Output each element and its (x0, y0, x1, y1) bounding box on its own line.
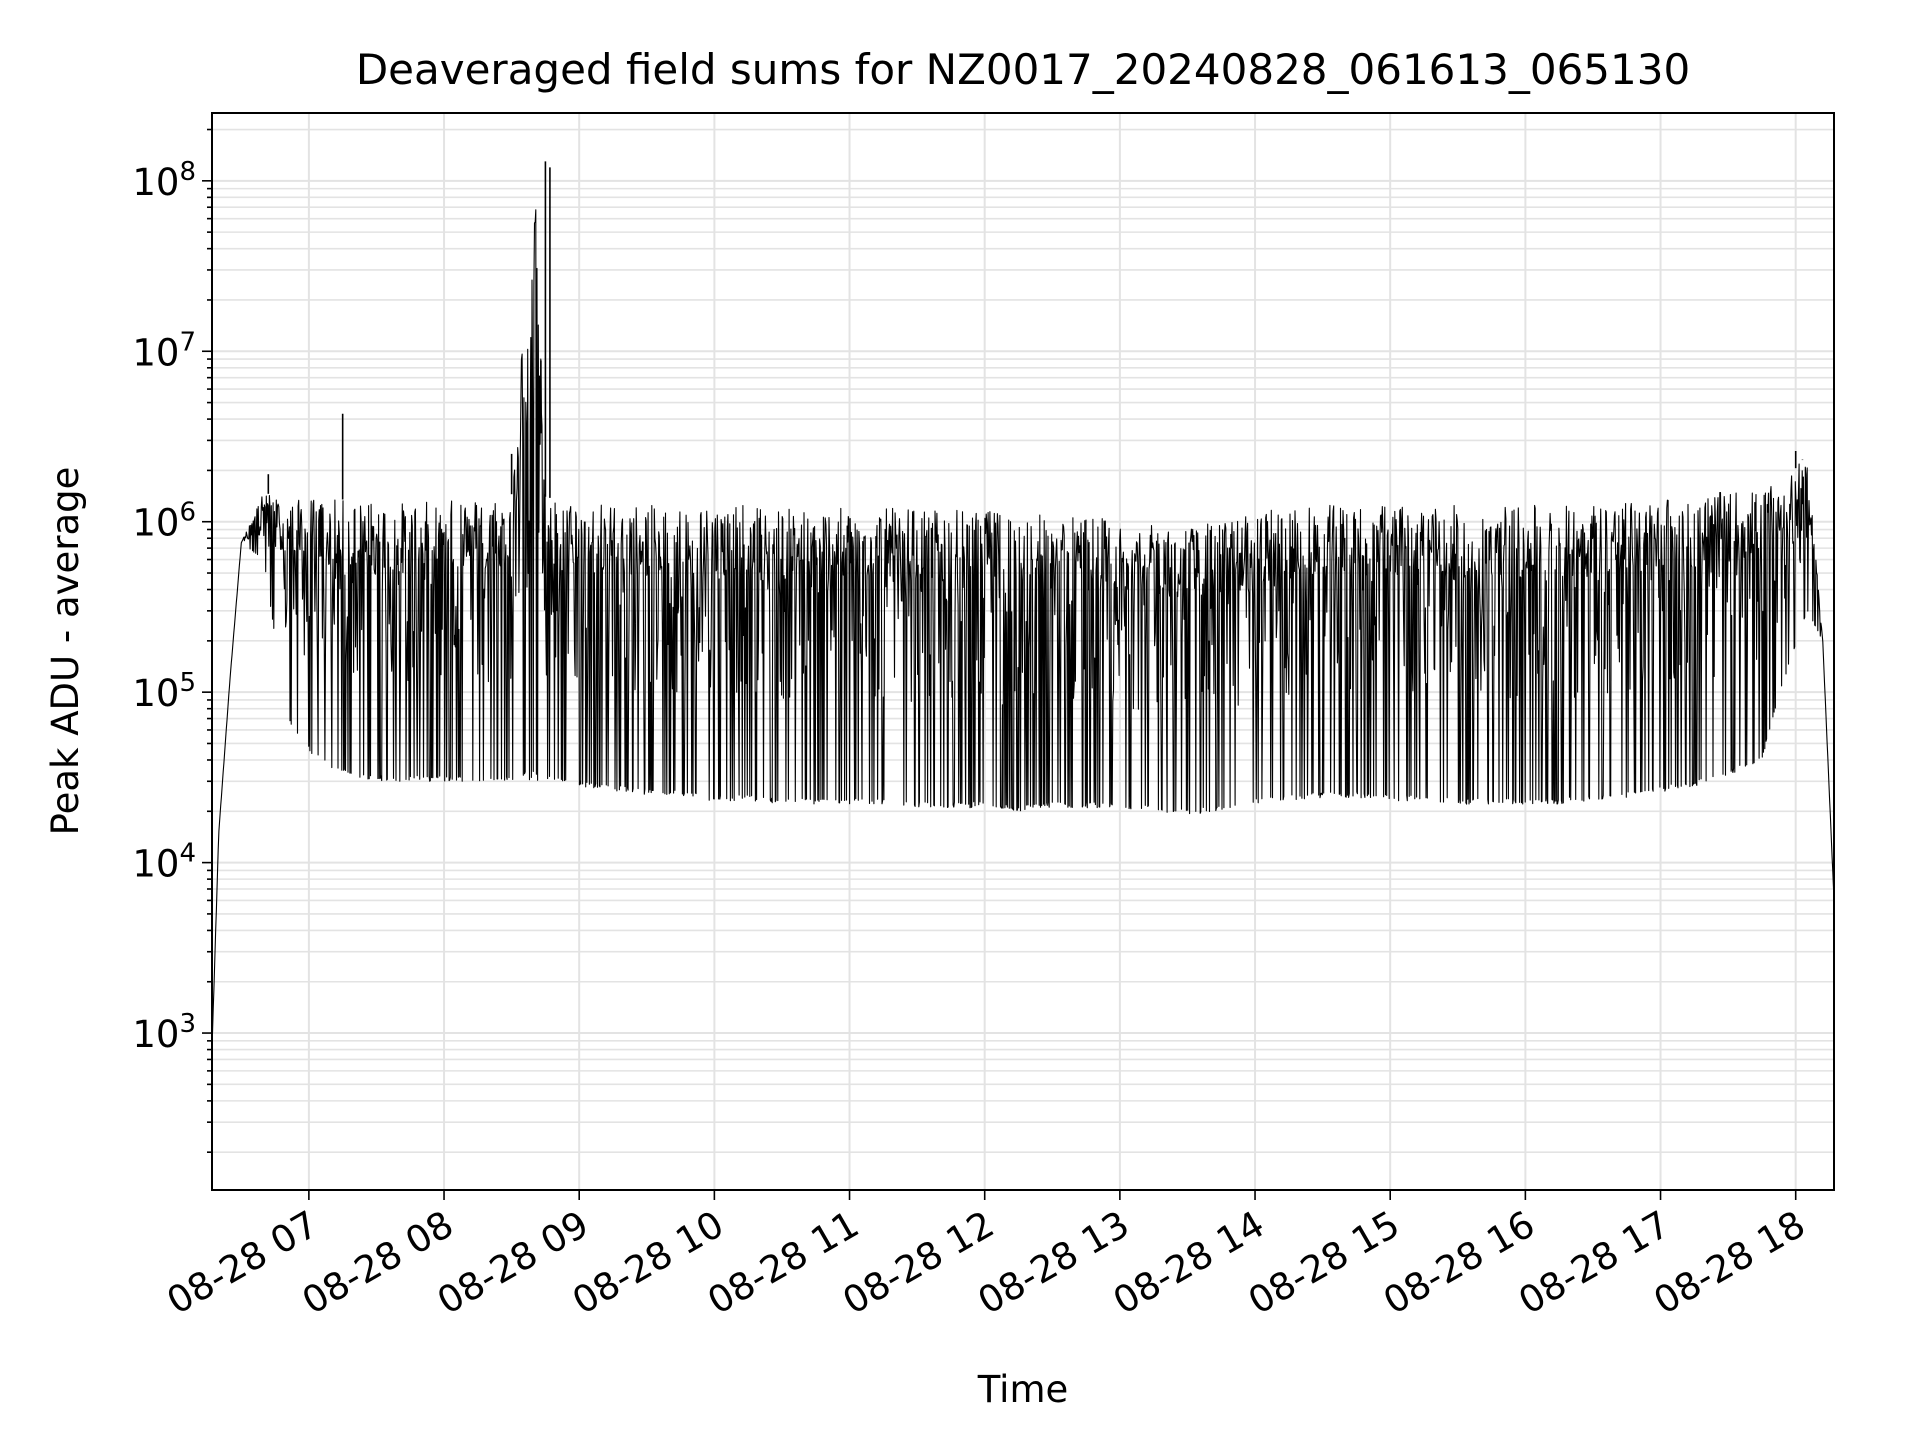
y-tick-label: 104 (132, 839, 196, 886)
x-axis-label: Time (977, 1368, 1069, 1411)
chart-title: Deaveraged field sums for NZ0017_2024082… (356, 45, 1690, 94)
series-layer (211, 161, 1835, 1050)
plot-frame (211, 112, 1835, 1191)
series-line (211, 209, 1835, 1050)
y-tick-label: 103 (132, 1009, 196, 1056)
y-axis: 103 104 105 106 107 108 (132, 128, 212, 1153)
y-tick-label: 105 (132, 668, 196, 715)
y-tick-label: 108 (132, 157, 196, 204)
y-tick-label: 107 (132, 327, 196, 374)
y-axis-label: Peak ADU - average (44, 467, 87, 836)
y-tick-label: 106 (132, 498, 196, 545)
